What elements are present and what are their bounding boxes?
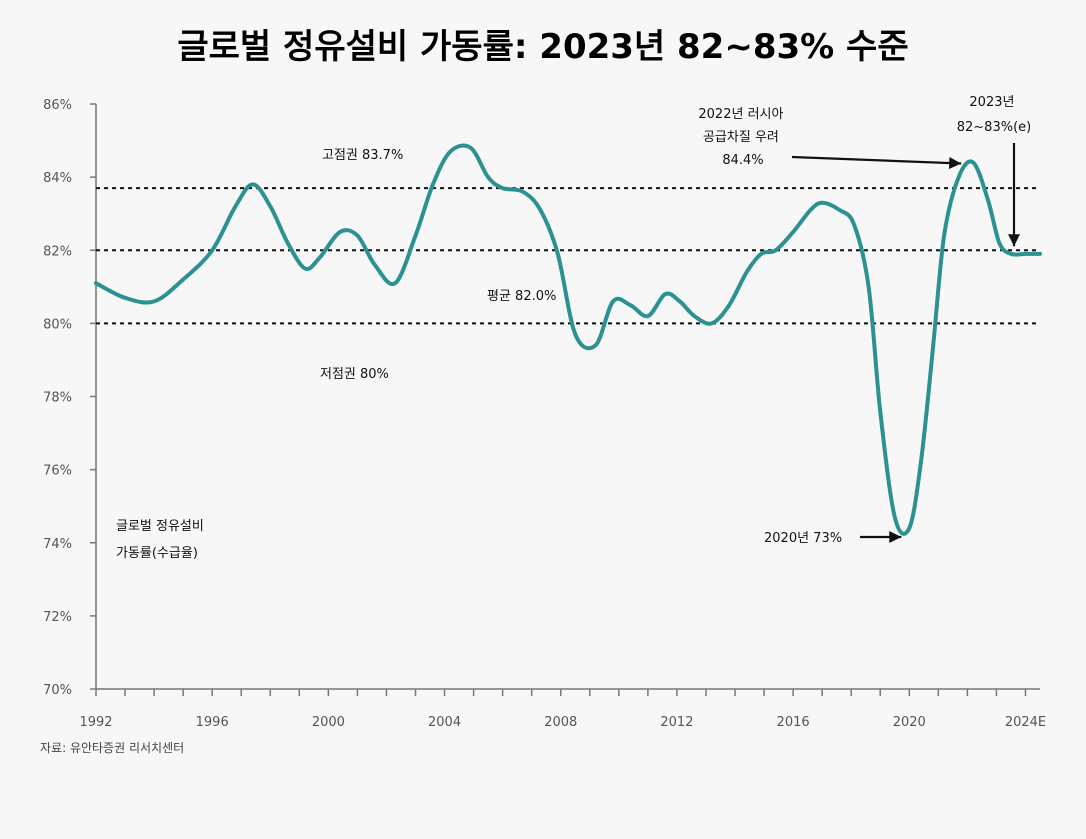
- series-line: [94, 143, 1042, 536]
- y-tick-label: 86%: [43, 98, 72, 113]
- x-tick-label: 1992: [79, 715, 112, 730]
- y-tick-label: 80%: [43, 317, 72, 332]
- x-tick-label: 2016: [777, 715, 810, 730]
- x-axis: 1992 1996 2000 2004 2008 2012 2016 2020 2024E: [79, 688, 1046, 730]
- x-tick-label: 2000: [312, 715, 345, 730]
- x-tick-label: 2008: [544, 715, 577, 730]
- annotation-low: 저점권 80%: [320, 367, 389, 382]
- annotation-average: 평균 82.0%: [487, 289, 556, 304]
- x-tick-label: 2012: [660, 715, 693, 730]
- y-tick-label: 72%: [43, 610, 72, 625]
- y-axis: 70% 72% 74% 76% 78% 80% 82% 84% 86%: [43, 98, 97, 698]
- y-tick-label: 70%: [43, 683, 72, 698]
- annotation-2023: 2023년 82~83%(e): [957, 95, 1031, 135]
- chart-title: 글로벌 정유설비 가동률: 2023년 82~83% 수준: [177, 27, 908, 67]
- y-tick-label: 74%: [43, 537, 72, 552]
- arrow-russia-shaft: [791, 155, 962, 165]
- x-tick-label: 2024E: [1005, 715, 1046, 730]
- x-tick-label: 2004: [428, 715, 461, 730]
- y-tick-label: 76%: [43, 464, 72, 479]
- arrow-russia-head: [948, 157, 962, 170]
- annotation-russia: 2022년 러시아 공급차질 우려 84.4%: [698, 107, 787, 168]
- series-label: 글로벌 정유설비 가동률(수급율): [116, 519, 208, 561]
- y-tick-label: 84%: [43, 171, 72, 186]
- x-tick-label: 2020: [893, 715, 926, 730]
- reference-lines: [96, 187, 1040, 325]
- y-tick-label: 82%: [43, 244, 72, 259]
- x-tick-label: 1996: [196, 715, 229, 730]
- source-note: 자료: 유안타증권 리서치센터: [40, 741, 184, 755]
- annotation-arrows: [791, 143, 1020, 543]
- annotation-high: 고점권 83.7%: [322, 148, 403, 163]
- arrow-2023-head: [1008, 234, 1020, 247]
- arrow-covid-head: [889, 531, 902, 543]
- y-tick-label: 78%: [43, 391, 72, 406]
- series-group: [94, 143, 1042, 536]
- annotation-covid: 2020년 73%: [764, 531, 842, 546]
